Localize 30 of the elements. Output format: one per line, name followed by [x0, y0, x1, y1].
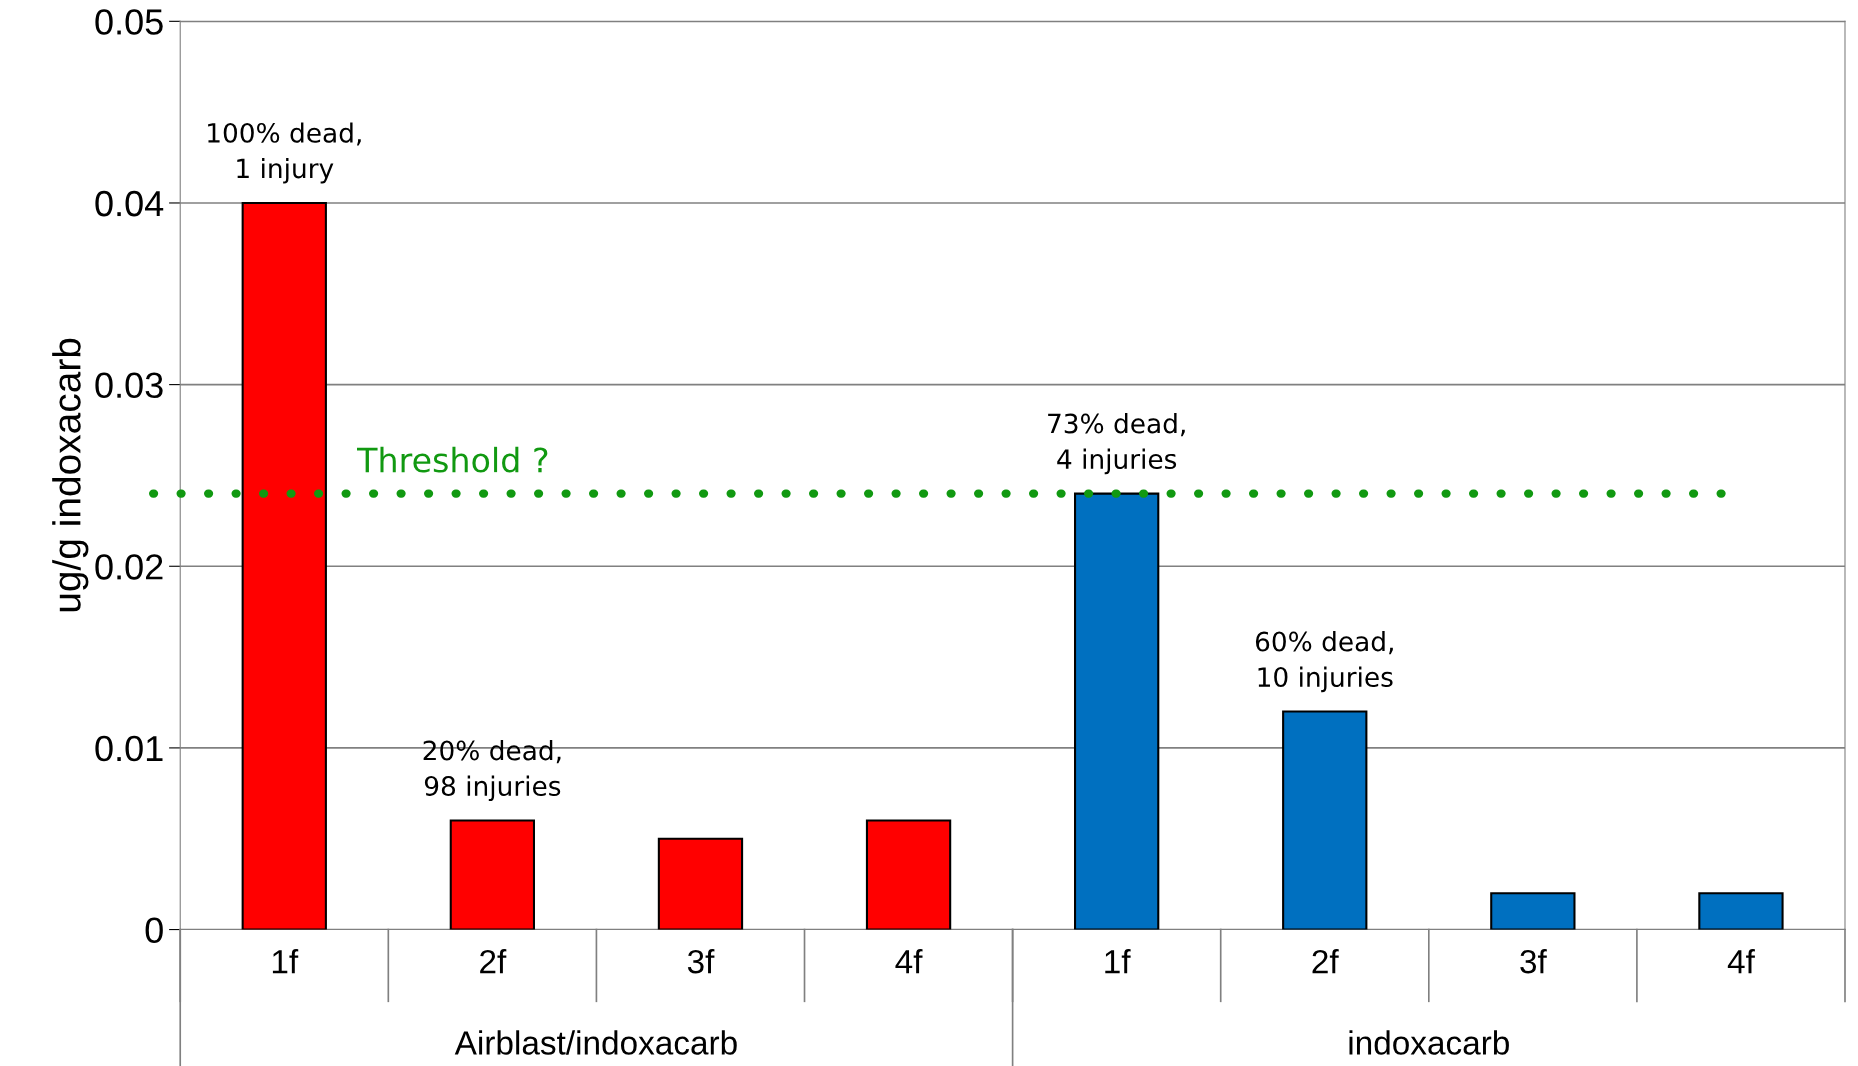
- y-tick-label: 0.03: [95, 372, 163, 399]
- y-tick-label: 0: [145, 917, 163, 943]
- text: Airblast/indoxacarb: [454, 1030, 737, 1055]
- annotation: 60% dead, 10 injuries: [1255, 631, 1393, 693]
- text: indoxacarb: [1349, 1030, 1509, 1055]
- bar: [657, 837, 744, 930]
- bar: [1698, 892, 1784, 930]
- bar: [241, 201, 327, 930]
- annotation: 73% dead, 4 injuries: [1048, 413, 1185, 475]
- x-tick-label: 2f: [480, 949, 507, 974]
- bar: [1282, 710, 1368, 930]
- bar: [449, 819, 536, 930]
- annotation: 20% dead, 98 injuries: [423, 740, 561, 802]
- annotation: 100% dead, 1 injury: [208, 122, 361, 184]
- bar: [865, 819, 952, 930]
- x-tick-label: 3f: [687, 949, 715, 974]
- y-tick-label: 0.02: [95, 554, 163, 580]
- x-tick-label: 3f: [1520, 949, 1547, 974]
- y-tick-label: 0.05: [95, 9, 163, 35]
- x-tick-label: 4f: [895, 949, 923, 974]
- y-tick-label: 0.04: [95, 190, 164, 217]
- bar: [1490, 892, 1576, 930]
- x-tick-label: 1f: [1105, 949, 1131, 974]
- ref-line-label: Threshold ?: [357, 446, 548, 473]
- x-tick-label: 1f: [272, 949, 299, 974]
- x-tick-label: 4f: [1727, 949, 1755, 974]
- y-axis-title: ug/g indoxacarb: [52, 338, 89, 612]
- bar: [1074, 492, 1160, 930]
- y-tick-label: 0.01: [95, 735, 163, 762]
- x-tick-label: 2f: [1312, 949, 1339, 974]
